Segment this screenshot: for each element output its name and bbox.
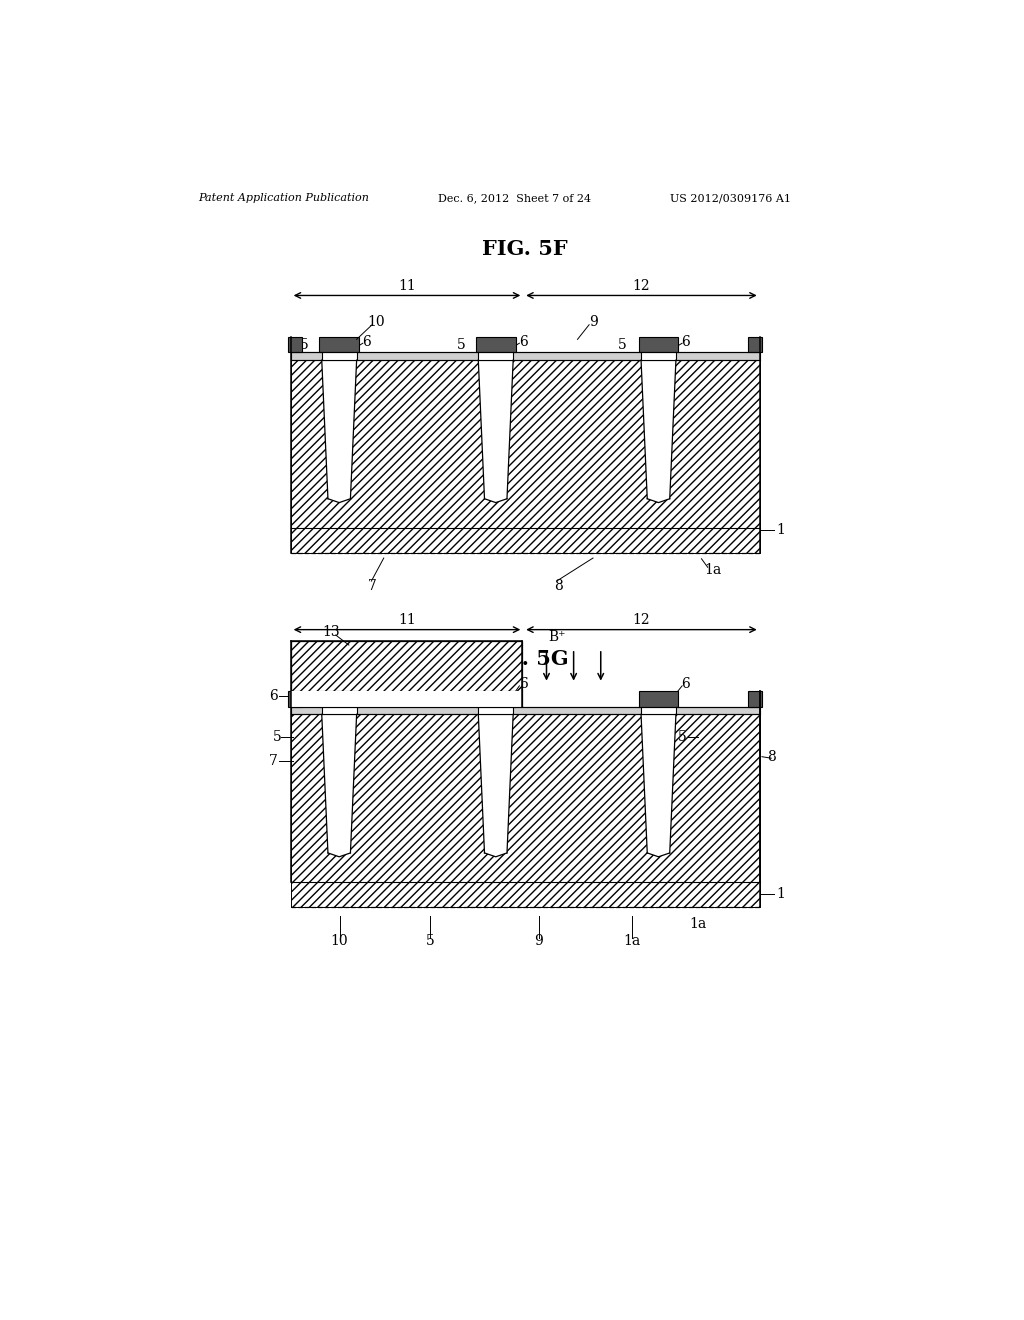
Bar [291,352,760,360]
Bar [291,360,760,528]
Bar [291,692,521,706]
Polygon shape [322,360,356,503]
Text: 6: 6 [269,689,279,702]
Bar [289,692,302,706]
Text: 6: 6 [362,335,371,348]
Bar [639,337,678,352]
Text: 5: 5 [300,338,309,351]
Text: 8: 8 [767,750,775,764]
Bar [478,706,513,714]
Bar [478,352,513,360]
Polygon shape [478,360,513,503]
Polygon shape [478,714,513,857]
Text: 6: 6 [519,335,527,348]
Bar [639,692,678,706]
Text: 7: 7 [269,754,279,767]
Bar [289,337,302,352]
Polygon shape [322,714,356,857]
Bar [291,882,760,907]
Bar [641,352,676,360]
Bar [319,337,359,352]
Bar [476,337,515,352]
Text: 6: 6 [519,677,527,690]
Text: 1: 1 [776,887,785,900]
Bar [476,692,515,706]
Text: 8: 8 [554,578,562,593]
Bar [291,706,760,714]
Polygon shape [641,360,676,503]
Polygon shape [641,714,676,857]
Text: FIG. 5G: FIG. 5G [480,649,569,669]
Text: 13: 13 [323,624,340,639]
Text: 5: 5 [457,338,466,351]
Bar [748,337,762,352]
Text: Dec. 6, 2012  Sheet 7 of 24: Dec. 6, 2012 Sheet 7 of 24 [438,194,591,203]
Text: 9: 9 [589,315,597,330]
Text: 6: 6 [682,335,690,348]
Text: B⁺: B⁺ [549,630,566,644]
Bar [641,706,676,714]
Text: US 2012/0309176 A1: US 2012/0309176 A1 [671,194,792,203]
Bar [291,528,760,553]
Text: 9: 9 [535,935,543,949]
Text: 1: 1 [776,523,785,537]
Text: 5: 5 [426,935,434,949]
Text: 5: 5 [273,730,282,744]
Bar [319,692,359,706]
Text: FIG. 5F: FIG. 5F [482,239,567,259]
Text: 1a: 1a [689,917,707,931]
Text: 6: 6 [682,677,690,690]
Text: 10: 10 [331,935,348,949]
Bar [748,692,762,706]
Bar [322,352,356,360]
Text: 7: 7 [368,578,377,593]
Bar [291,714,760,882]
Text: 5: 5 [678,730,686,744]
Text: 11: 11 [398,614,416,627]
Text: 12: 12 [633,614,650,627]
Text: 1a: 1a [624,935,640,949]
Text: 11: 11 [398,280,416,293]
Text: 12: 12 [633,280,650,293]
Bar [322,706,356,714]
Text: 10: 10 [368,315,385,330]
Text: 5: 5 [618,338,627,351]
Text: Patent Application Publication: Patent Application Publication [198,194,369,203]
Text: 1a: 1a [705,564,722,577]
Bar [291,642,521,706]
